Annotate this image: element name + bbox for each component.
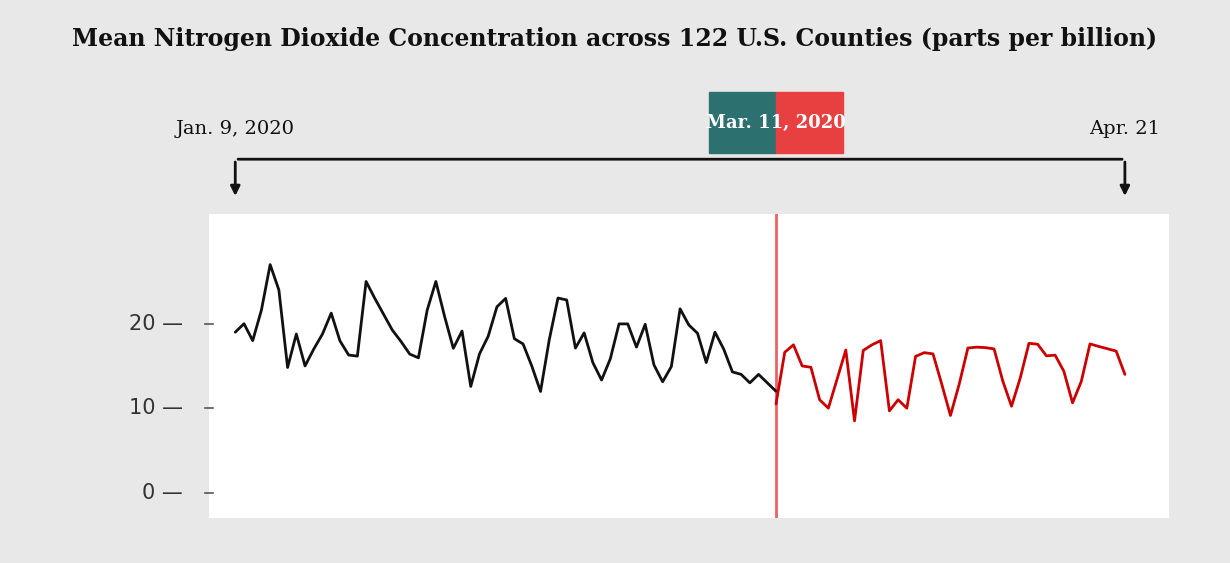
Bar: [708, 92, 776, 153]
Text: Mean Nitrogen Dioxide Concentration across 122 U.S. Counties (parts per billion): Mean Nitrogen Dioxide Concentration acro…: [73, 28, 1157, 51]
Text: 10 —: 10 —: [129, 398, 183, 418]
Text: 20 —: 20 —: [129, 314, 183, 334]
Text: Jan. 9, 2020: Jan. 9, 2020: [176, 120, 295, 138]
Text: 0 —: 0 —: [143, 482, 183, 503]
Text: Mar. 11, 2020: Mar. 11, 2020: [706, 114, 846, 132]
Bar: [776, 92, 844, 153]
Text: Apr. 21: Apr. 21: [1090, 120, 1160, 138]
